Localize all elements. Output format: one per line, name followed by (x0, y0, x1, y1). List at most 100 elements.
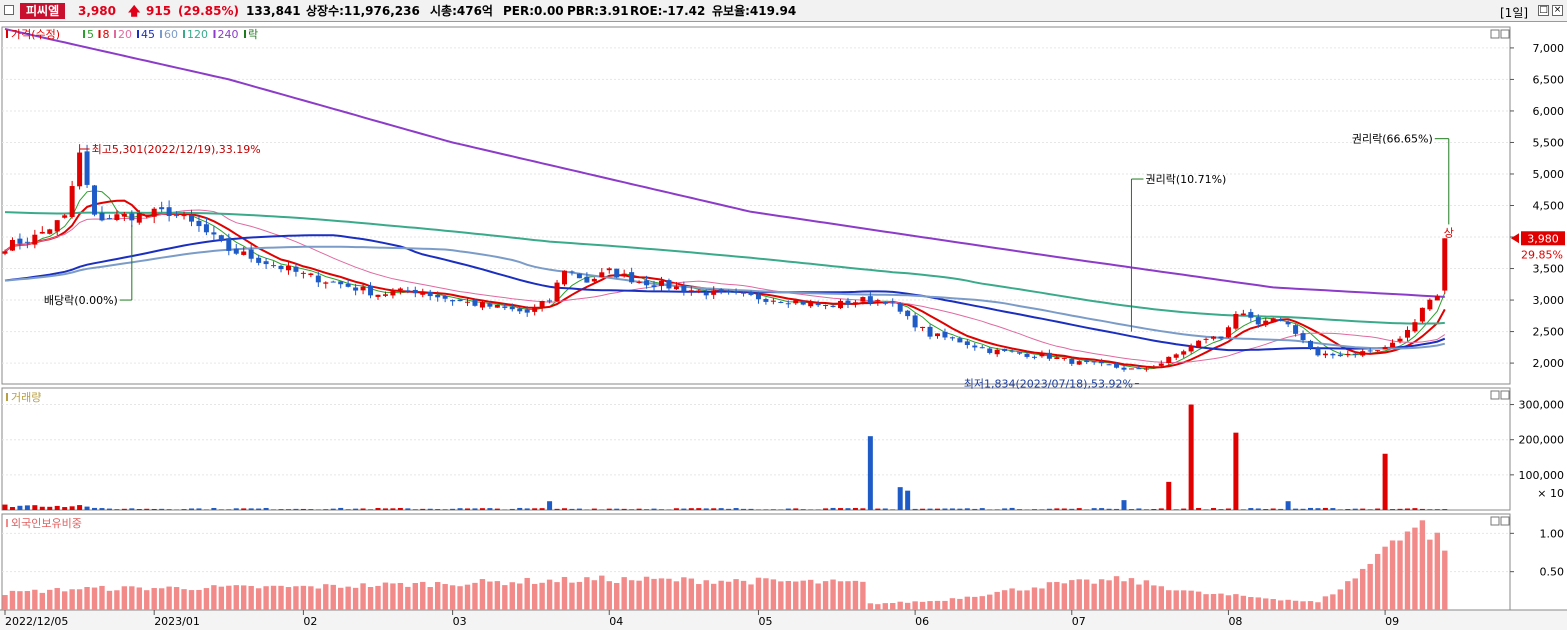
volume-legend-marker (6, 393, 8, 401)
volume-bar (748, 508, 754, 510)
foreign-bar (1195, 591, 1202, 610)
stock-name[interactable]: 피씨엘 (20, 3, 66, 19)
volume-bar (9, 507, 15, 510)
candle-body (748, 292, 754, 295)
volume-bar (547, 501, 553, 510)
volume-bar (226, 509, 232, 510)
candle-body (151, 208, 157, 217)
candle-body (606, 268, 612, 271)
foreign-bar (666, 578, 672, 610)
foreign-bar (69, 589, 75, 610)
foreign-bar (957, 598, 963, 610)
foreign-bar (1188, 590, 1194, 610)
volume-bar (1173, 509, 1179, 510)
foreign-bar (345, 586, 351, 610)
volume-bar (1017, 509, 1023, 510)
volume-bar (606, 508, 612, 510)
foreign-bar (1046, 582, 1053, 610)
foreign-bar (487, 581, 493, 610)
foreign-bar (2, 595, 8, 610)
close-icon[interactable]: × (1552, 5, 1563, 16)
volume-bar (517, 507, 523, 510)
candle-body (121, 213, 127, 217)
foreign-bar (591, 580, 598, 610)
candle-body (233, 248, 239, 254)
candle-body (1419, 307, 1425, 322)
x-tick-label: 2022/12/05 (5, 615, 68, 628)
per-value: PER:0.00 (503, 4, 564, 18)
candle-body (457, 299, 463, 302)
volume-bar (1203, 509, 1209, 510)
candle-body (666, 280, 672, 289)
volume-bar (2, 504, 8, 510)
volume-bar (465, 508, 471, 510)
candle-body (1322, 353, 1328, 356)
foreign-bar (76, 589, 83, 610)
x-tick-label: 08 (1228, 615, 1242, 628)
volume-bar (860, 508, 866, 510)
volume-bar (69, 506, 75, 510)
candle-body (726, 291, 732, 293)
foreign-bar (434, 582, 441, 610)
candle-body (1151, 366, 1157, 369)
volume-bar (1218, 509, 1224, 510)
foreign-bar (255, 588, 262, 610)
volume-bar (964, 508, 970, 510)
candle-body (353, 287, 359, 291)
candle-body (166, 207, 172, 216)
volume-bar (1263, 509, 1269, 510)
restore-icon[interactable]: □ (1538, 5, 1549, 16)
volume-bar (1128, 509, 1134, 510)
volume-bar (1099, 508, 1105, 510)
foreign-bar (867, 603, 874, 610)
candle-body (547, 300, 553, 302)
foreign-bar (1255, 597, 1261, 610)
volume-bar (1248, 508, 1254, 510)
volume-bar (1181, 508, 1187, 510)
candle-body (1031, 356, 1037, 358)
foreign-bar (32, 589, 38, 610)
price-change-pct: (29.85%) (178, 4, 239, 18)
volume-bar (330, 508, 336, 510)
volume-bar (733, 508, 739, 510)
foreign-bar (136, 587, 142, 610)
candle-body (92, 185, 98, 215)
rights2-annotation: 권리락(66.65%) (1352, 133, 1433, 146)
volume-bar (502, 509, 508, 510)
foreign-bar (1091, 583, 1097, 610)
volume-bar (457, 508, 463, 510)
ma-120-line (4, 211, 1445, 325)
panel-minimize-icon (1490, 390, 1500, 400)
foreign-bar (1412, 527, 1418, 610)
volume-bar (442, 509, 448, 510)
foreign-bar (1330, 594, 1336, 610)
volume-bar (935, 508, 940, 510)
price-tick-label: 2,500 (1533, 326, 1565, 339)
candle-body (927, 326, 933, 337)
rights1-annotation: 권리락(10.71%) (1145, 173, 1226, 186)
candle-body (964, 341, 970, 346)
panel-checkbox[interactable] (4, 5, 14, 15)
candle-body (1248, 312, 1254, 318)
foreign-bar (748, 584, 754, 610)
ma-240-line (4, 28, 1445, 298)
foreign-bar (1360, 568, 1366, 610)
foreign-bar (860, 581, 866, 610)
foreign-bar (1039, 588, 1045, 610)
x-axis-strip (0, 610, 1567, 630)
candle-body (300, 272, 306, 274)
foreign-bar (99, 585, 105, 610)
period-selector[interactable]: [1일] (1500, 6, 1529, 20)
volume-bar (487, 508, 493, 510)
volume-bar (412, 509, 418, 510)
price-tick-label: 3,500 (1533, 263, 1565, 276)
volume-bar (1143, 509, 1149, 510)
volume-bar (1412, 508, 1418, 510)
volume-bar (1196, 508, 1202, 510)
x-tick-label: 07 (1072, 615, 1086, 628)
candle-body (569, 271, 575, 273)
ma-legend-60: 60 (164, 28, 178, 41)
volume-bar (159, 508, 165, 510)
candle-body (1225, 327, 1231, 338)
candle-body (703, 292, 709, 296)
